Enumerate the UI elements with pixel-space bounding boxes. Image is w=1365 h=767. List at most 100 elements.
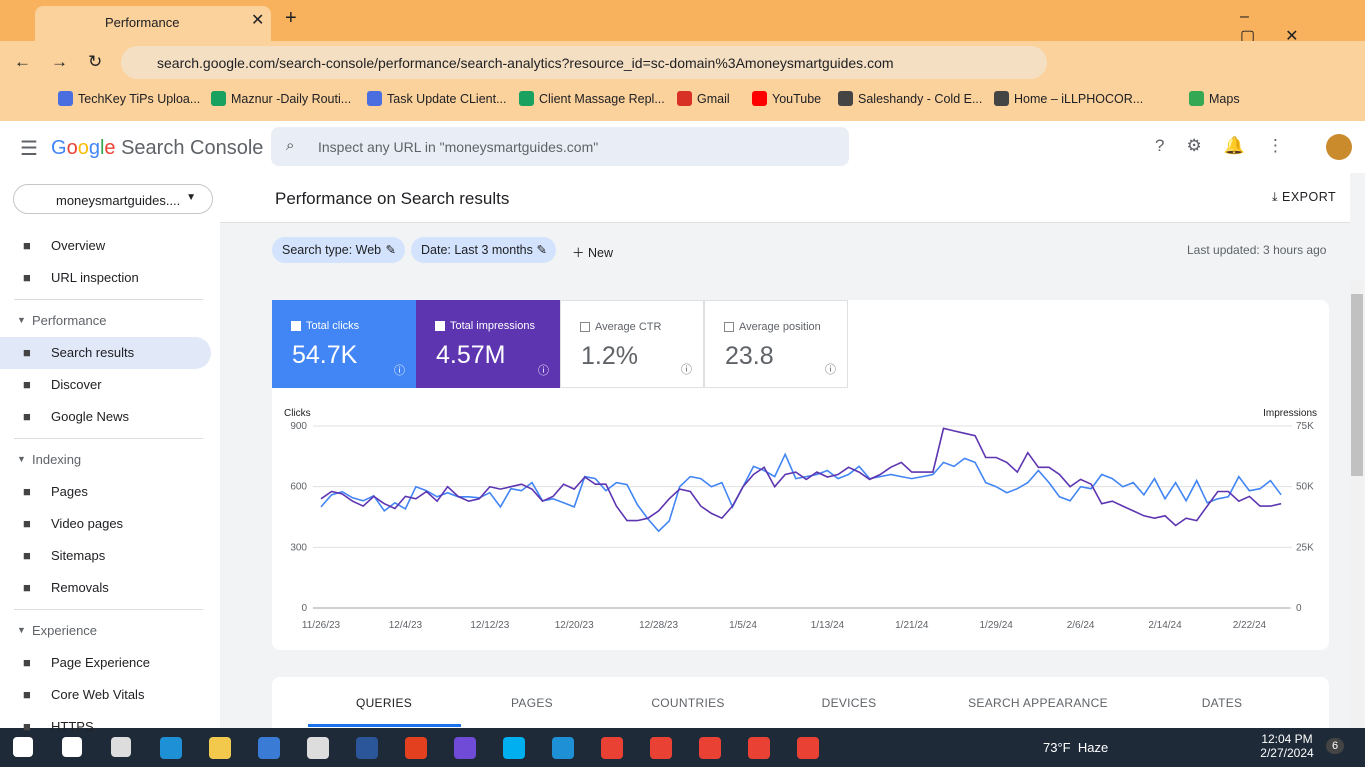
taskbar-icon[interactable] [405,737,427,759]
metric-value: 4.57M [436,341,506,369]
bookmark[interactable]: Gmail [697,92,730,106]
section-caret: ▼ [17,454,26,464]
scroll-thumb[interactable] [1351,294,1363,476]
avatar[interactable] [1326,134,1352,160]
close-tab[interactable]: ✕ [251,12,265,29]
taskbar-icon[interactable] [650,737,672,759]
taskbar-icon[interactable] [209,737,231,759]
nav-item[interactable]: Core Web Vitals [51,687,145,702]
taskbar-icon[interactable] [356,737,378,759]
menu-button[interactable]: ☰ [20,138,38,160]
page-title: Performance on Search results [275,189,510,208]
weather[interactable]: 73°F Haze [1043,740,1108,755]
nav-item[interactable]: Sitemaps [51,548,106,563]
nav-icon: ■ [23,687,31,702]
bookmark[interactable]: Maps [1209,92,1240,106]
bookmark[interactable]: YouTube [772,92,822,106]
clock[interactable]: 12:04 PM 2/27/2024 [1257,732,1317,760]
taskbar-icon[interactable] [797,737,819,759]
nav-item[interactable]: URL inspection [51,270,139,285]
y2-axis-label: Impressions [1263,408,1317,419]
checkbox [580,322,590,332]
last-updated: Last updated: 3 hours ago [1187,243,1327,257]
y-axis-label: Clicks [284,408,311,419]
tab[interactable]: QUERIES [355,696,413,710]
x-tick-label: 1/5/24 [729,620,757,631]
new-tab[interactable]: + [285,7,297,29]
taskbar-icon[interactable] [111,737,131,757]
bookmark[interactable]: Client Massage Repl... [539,92,665,106]
time: 12:04 PM [1261,732,1313,746]
nav-item[interactable]: Search results [51,345,135,360]
bookmark-icon [994,91,1009,106]
nav-item[interactable]: Discover [51,377,102,392]
nav-item[interactable]: Pages [51,484,88,499]
title-bar [220,173,1350,223]
taskbar-icon[interactable] [748,737,770,759]
nav-item[interactable]: Overview [51,238,106,253]
bookmark[interactable]: Maznur -Daily Routi... [231,92,352,106]
edit-icon: ✎ [536,243,547,257]
taskbar-icon[interactable] [62,737,82,757]
bookmark-icon [1189,91,1204,106]
metric-card[interactable]: Total clicks 54.7K ⓘ [272,300,416,388]
scrollbar [1351,280,1363,728]
nav-item[interactable]: Video pages [51,516,124,531]
taskbar-icon[interactable] [552,737,574,759]
bookmark-icon [519,91,534,106]
nav-item[interactable]: HTTPS [51,719,94,734]
tab[interactable]: COUNTRIES [651,696,725,710]
taskbar-icon[interactable] [307,737,329,759]
bookmark[interactable]: TechKey TiPs Uploa... [78,92,201,106]
bookmark[interactable]: Task Update CLient... [387,92,507,106]
taskbar-icon[interactable] [601,737,623,759]
tab[interactable]: SEARCH APPEARANCE [968,696,1108,710]
nav-icon: ■ [23,484,31,499]
search-icon: ⌕ [286,137,295,154]
tab-title: Performance [105,15,180,30]
filter-chip[interactable]: Date: Last 3 months ✎ [411,237,556,263]
window-controls[interactable]: –▢✕ [1240,8,1329,45]
browser-tab[interactable]: Performance [35,6,271,41]
nav-icon: ■ [23,270,31,285]
taskbar-icon[interactable] [160,737,182,759]
metric-card[interactable]: Total impressions 4.57M ⓘ [416,300,560,388]
notifications[interactable]: 6 [1326,738,1345,754]
bookmark[interactable]: Saleshandy - Cold E... [858,92,983,106]
metric-value: 1.2% [581,342,638,370]
metric-label: Average position [739,321,821,333]
tab[interactable]: DEVICES [821,696,877,710]
section-caret: ▼ [17,625,26,635]
y-tick-label: 300 [290,542,307,553]
taskbar-icon[interactable] [258,737,280,759]
taskbar-icon[interactable] [13,737,33,757]
nav-item[interactable]: Google News [51,409,130,424]
edit-icon: ✎ [385,243,396,257]
nav-buttons[interactable]: ←→↻ [14,52,123,71]
metric-card[interactable]: Average CTR 1.2% ⓘ [560,300,704,388]
nav-item[interactable]: Removals [51,580,109,595]
taskbar-icon[interactable] [699,737,721,759]
x-tick-label: 2/6/24 [1067,620,1095,631]
metric-card[interactable]: Average position 23.8 ⓘ [704,300,848,388]
nav-section[interactable]: Performance [32,313,107,328]
property-selector[interactable]: moneysmartguides.... ▼ [13,184,213,214]
address-bar[interactable]: search.google.com/search-console/perform… [121,46,1047,79]
dropdown-arrow: ▼ [186,192,196,203]
new-filter[interactable]: ＋ New [572,246,613,260]
date: 2/27/2024 [1260,746,1314,760]
nav-section[interactable]: Indexing [32,452,82,467]
taskbar-icon[interactable] [503,737,525,759]
tab[interactable]: PAGES [511,696,553,710]
taskbar-icon[interactable] [454,737,476,759]
filter-chip[interactable]: Search type: Web ✎ [272,237,405,263]
header-icons[interactable]: ?⚙🔔⋮ [1155,136,1306,155]
metric-label: Total clicks [306,320,360,332]
nav-item[interactable]: Page Experience [51,655,151,670]
bookmark[interactable]: Home – iLLPHOCOR... [1014,92,1144,106]
tab[interactable]: DATES [1201,696,1243,710]
export-button[interactable]: ⤓ EXPORT [1272,190,1337,204]
export-label: EXPORT [1282,190,1337,204]
nav-section[interactable]: Experience [32,623,98,638]
url-inspect-search[interactable]: Inspect any URL in "moneysmartguides.com… [271,127,849,166]
